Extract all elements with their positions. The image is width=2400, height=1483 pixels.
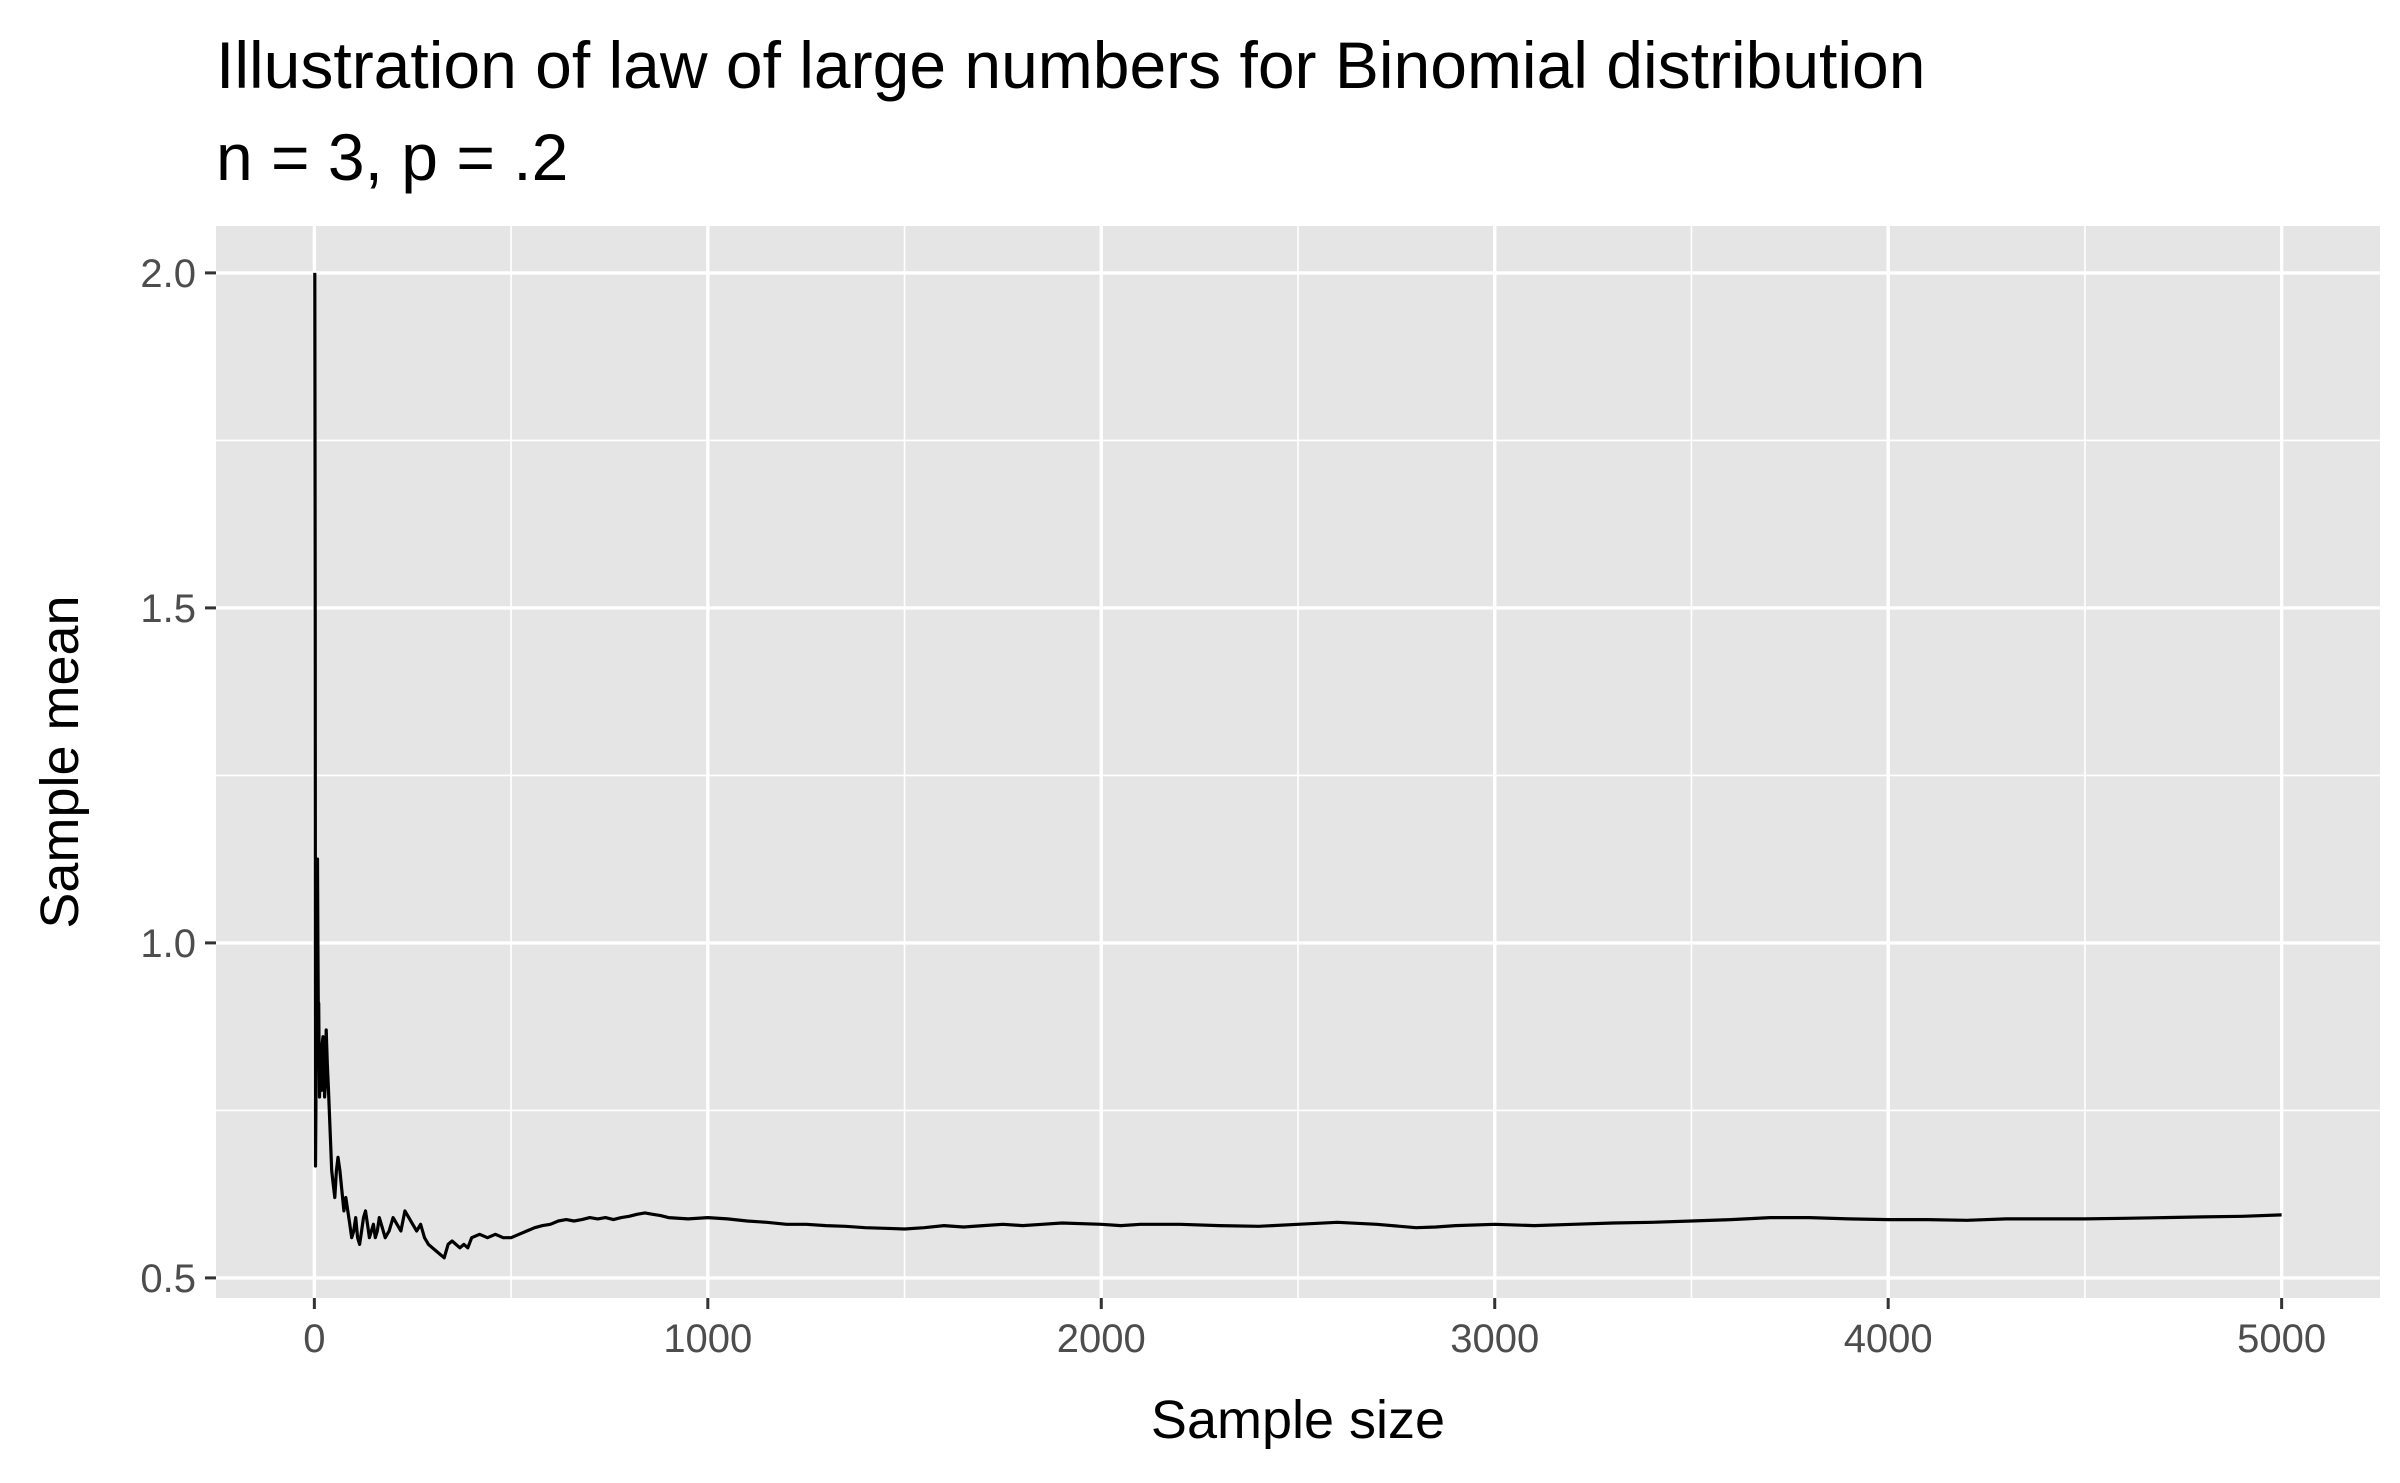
y-tick-label: 1.0	[140, 922, 196, 966]
y-tick-label: 2.0	[140, 252, 196, 296]
chart-subtitle: n = 3, p = .2	[216, 120, 568, 194]
major-grid	[216, 226, 2380, 1298]
series-line	[313, 272, 2282, 1260]
x-tick-label: 3000	[1450, 1317, 1539, 1361]
x-tick-label: 4000	[1844, 1317, 1933, 1361]
y-axis-title: Sample mean	[30, 595, 90, 928]
y-tick-label: 0.5	[140, 1257, 196, 1301]
chart-title: Illustration of law of large numbers for…	[216, 28, 1925, 102]
y-tick-label: 1.5	[140, 587, 196, 631]
x-axis: 0 1000 2000 3000 4000 5000	[303, 1298, 2326, 1361]
minor-grid	[216, 226, 2380, 1298]
y-axis: 0.5 1.0 1.5 2.0	[140, 252, 216, 1301]
x-tick-label: 5000	[2237, 1317, 2326, 1361]
x-tick-label: 0	[303, 1317, 325, 1361]
x-tick-label: 2000	[1057, 1317, 1146, 1361]
x-axis-title: Sample size	[1151, 1390, 1445, 1450]
x-tick-label: 1000	[663, 1317, 752, 1361]
